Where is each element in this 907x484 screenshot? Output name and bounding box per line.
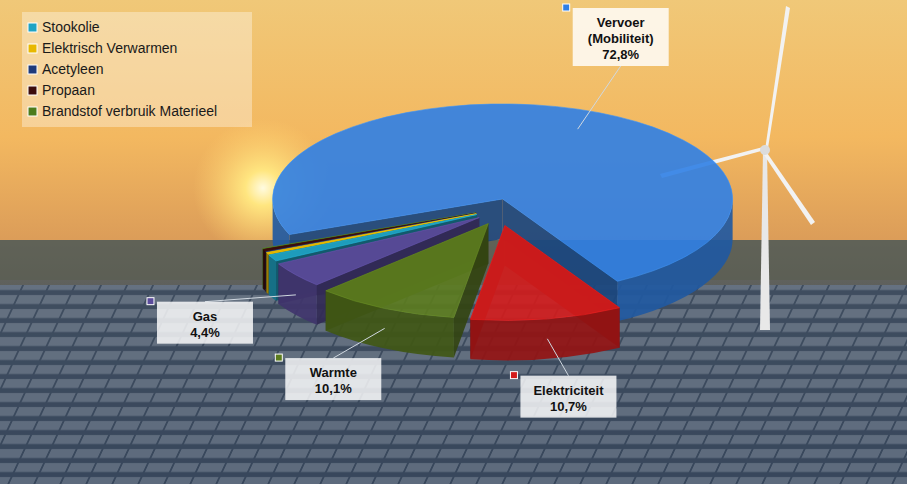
legend: Stookolie Elektrisch Verwarmen Acetyleen Pr… [22, 12, 252, 127]
legend-swatch [28, 44, 37, 53]
label-box [157, 302, 253, 344]
category-label: Vervoer(Mobiliteit) [588, 15, 654, 46]
slice-label: Gas4,4% [147, 295, 296, 344]
chart: Vervoer(Mobiliteit)72,8%Elektriciteit10,… [0, 0, 907, 484]
label-swatch [147, 298, 154, 305]
slice-label: Elektriciteit10,7% [510, 339, 616, 418]
leader-line [578, 66, 621, 129]
slice-wall [263, 249, 265, 291]
pie [263, 104, 733, 360]
leader-line [333, 328, 384, 358]
label-box [285, 358, 381, 400]
category-label: Gas [193, 309, 218, 324]
legend-swatch [28, 107, 37, 116]
label-swatch [563, 4, 570, 11]
slice-label: Warmte10,1% [275, 328, 384, 400]
value-label: 10,1% [315, 381, 352, 396]
legend-box [22, 12, 252, 127]
slice-top [326, 224, 489, 318]
label-box [573, 8, 669, 66]
legend-label: Stookolie [42, 19, 100, 35]
legend-swatch [28, 86, 37, 95]
leader-line [547, 339, 568, 376]
legend-swatch [28, 23, 37, 32]
value-label: 72,8% [602, 47, 639, 62]
legend-swatch [28, 65, 37, 74]
category-label: Warmte [310, 365, 357, 380]
legend-label: Elektrisch Verwarmen [42, 40, 177, 56]
label-box [520, 376, 616, 418]
slice [326, 224, 489, 358]
category-label: Elektriciteit [533, 383, 604, 398]
value-label: 4,4% [190, 325, 220, 340]
chart-root: Vervoer(Mobiliteit)72,8%Elektriciteit10,… [0, 0, 907, 484]
slice-wall [269, 255, 276, 301]
legend-label: Propaan [42, 82, 95, 98]
leader-line [205, 295, 296, 302]
background [0, 0, 907, 484]
value-label: 10,7% [550, 399, 587, 414]
slice-top [470, 225, 619, 320]
slice-label: Vervoer(Mobiliteit)72,8% [563, 4, 669, 129]
legend-label: Brandstof verbruik Materieel [42, 103, 217, 119]
slice [470, 225, 619, 360]
slice-wall [267, 253, 269, 295]
slice [273, 104, 733, 321]
label-swatch [275, 354, 282, 361]
legend-label: Acetyleen [42, 61, 103, 77]
label-swatch [510, 372, 517, 379]
